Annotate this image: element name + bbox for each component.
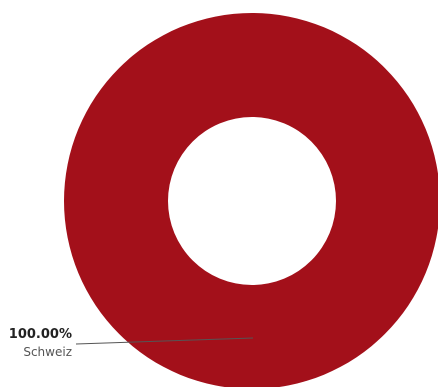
donut-slice-schweiz: [64, 13, 438, 387]
donut-slices: [64, 13, 438, 387]
slice-percent-label: 100.00%: [9, 327, 72, 342]
slice-name-label: Schweiz: [23, 345, 72, 359]
slice-label-leader-line: [75, 337, 254, 345]
